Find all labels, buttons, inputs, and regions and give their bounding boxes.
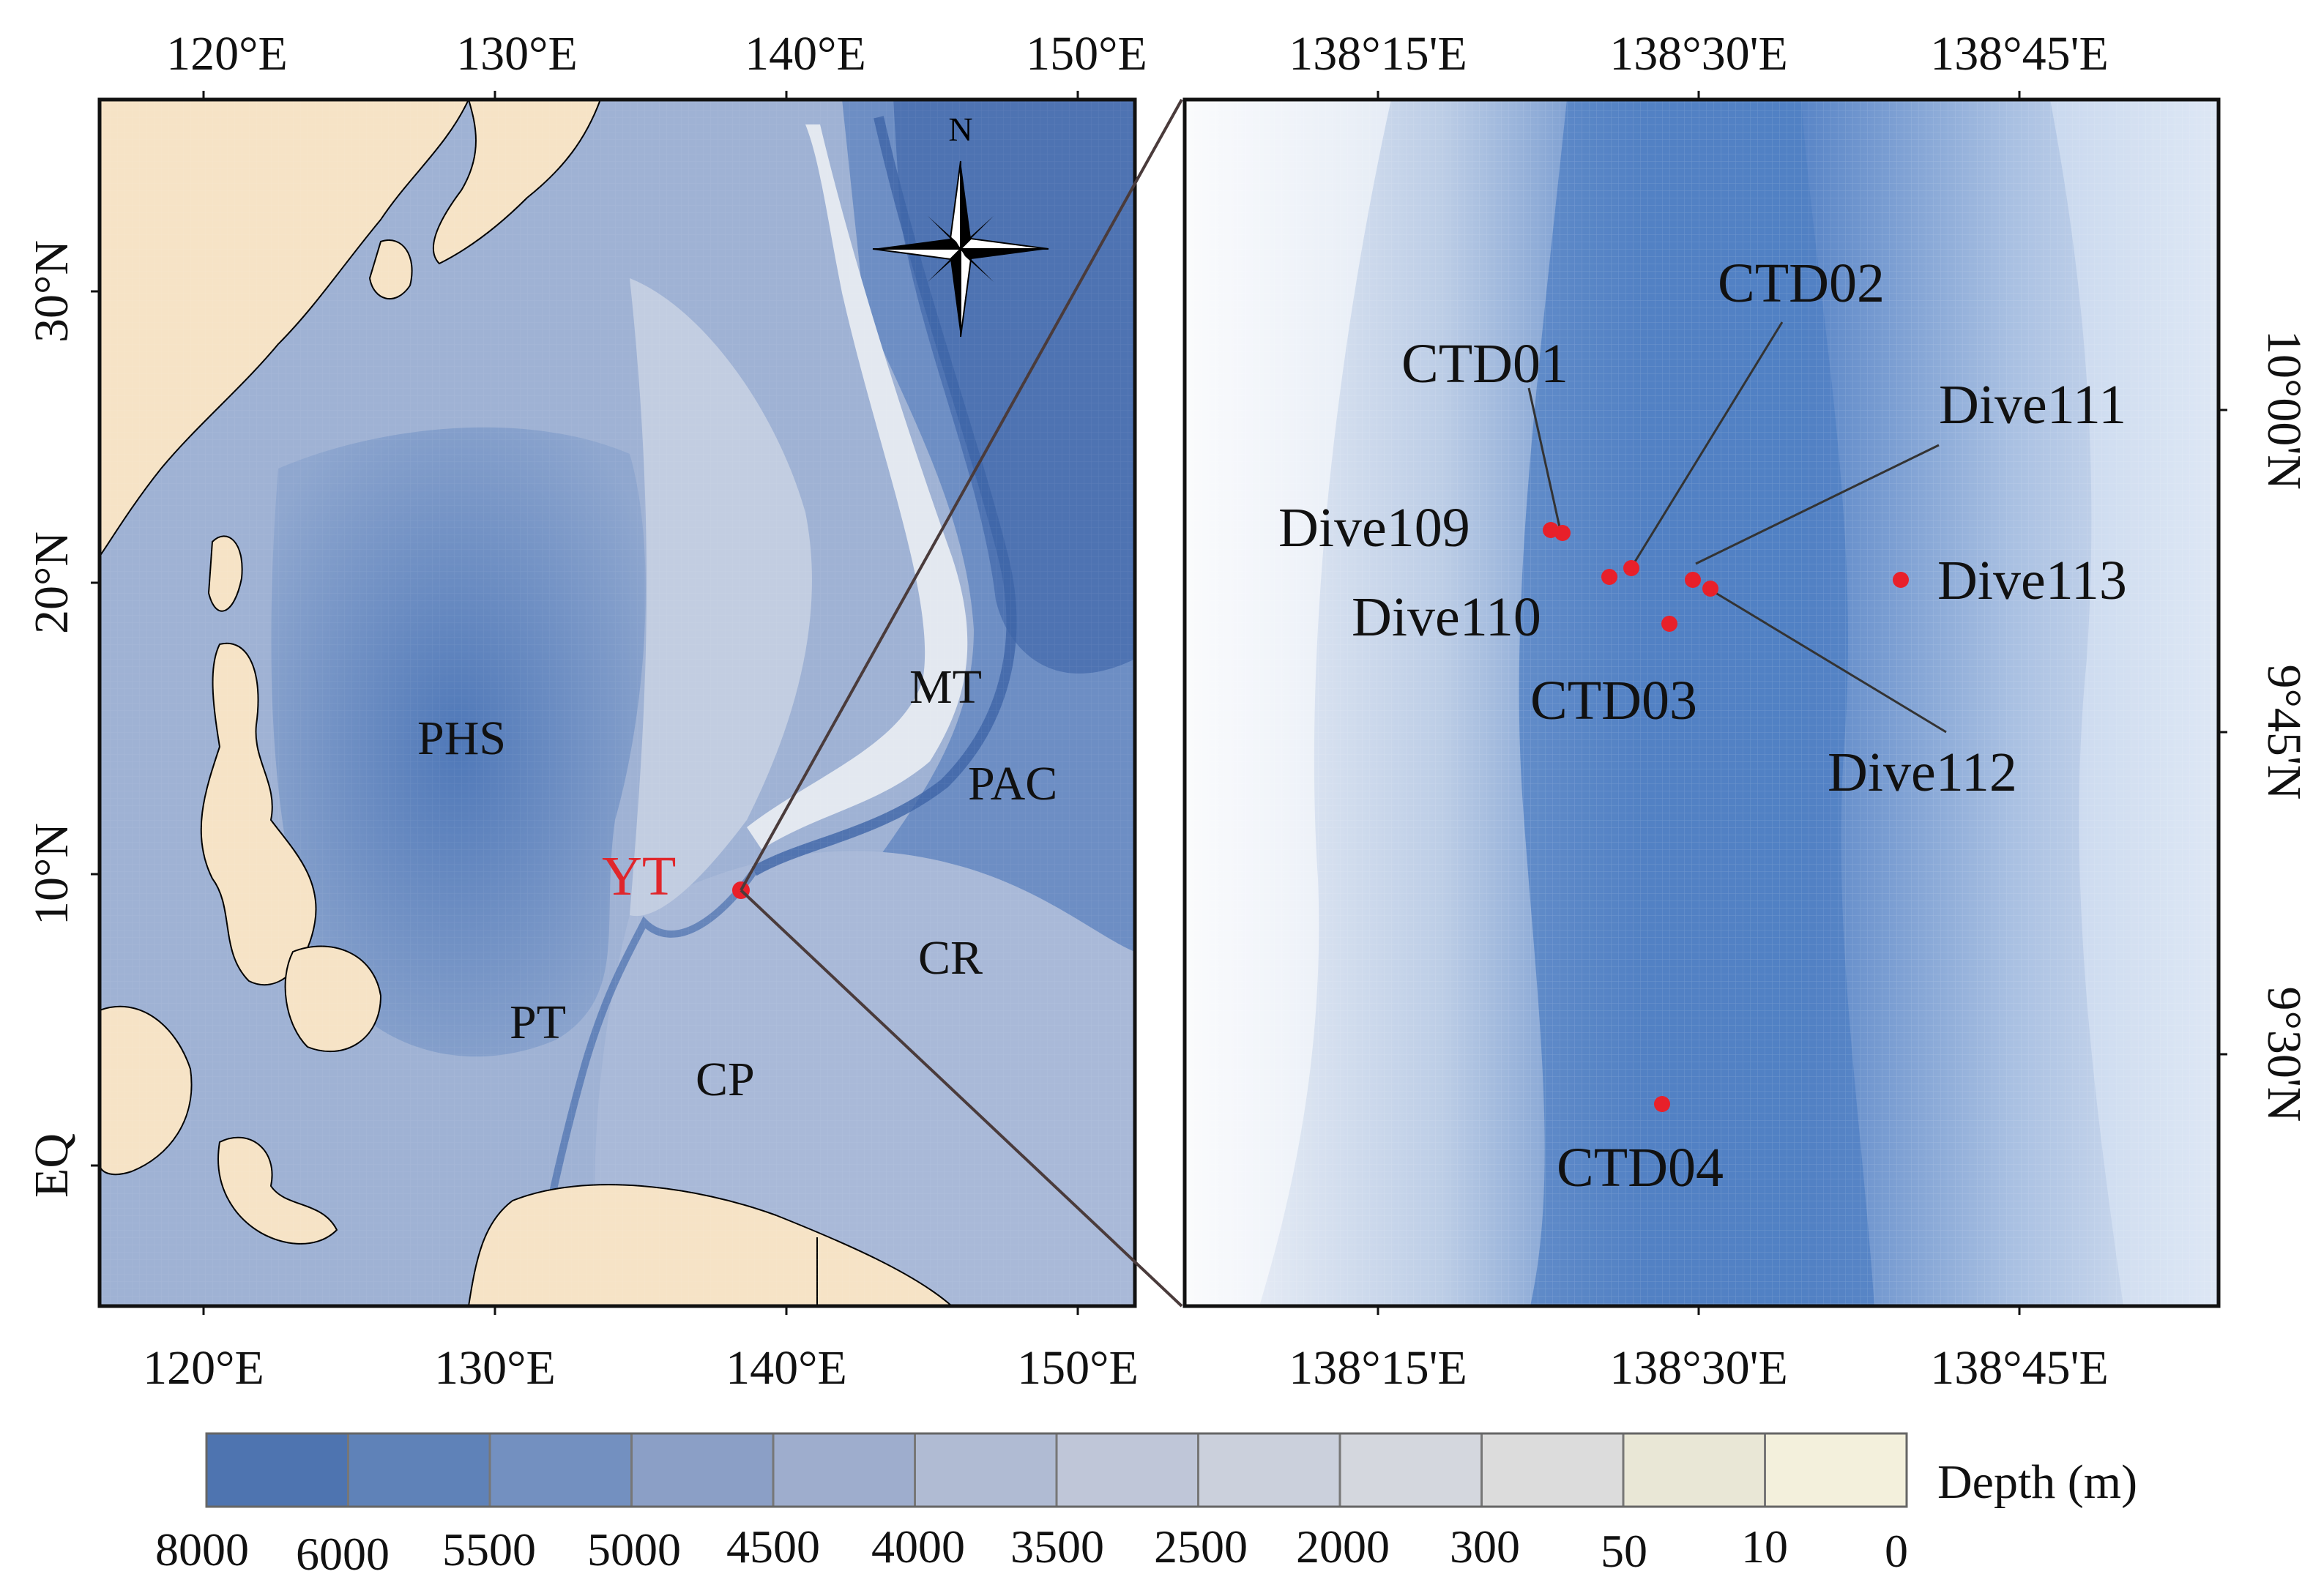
left-lat-tick-3: 10°N	[25, 823, 78, 925]
left-bottom-tick-4: 150°E	[1017, 1341, 1139, 1395]
marker-ctd03	[1661, 616, 1677, 632]
regional-map: 120°E 130°E 140°E 150°E 120°E 130°E 140°…	[25, 27, 1147, 1395]
left-lat-tick-2: 20°N	[25, 532, 78, 634]
region-label-cr: CR	[918, 931, 983, 985]
left-lat-tick-4: EQ	[25, 1133, 78, 1198]
station-label-ctd02: CTD02	[1718, 253, 1885, 314]
right-map-frame	[1182, 97, 2221, 1308]
legend-swatch	[630, 1432, 775, 1508]
legend-swatch	[914, 1432, 1058, 1508]
legend-label-50: 50	[1601, 1525, 1647, 1577]
right-bottom-tick-1: 138°15'E	[1289, 1341, 1467, 1395]
legend-label-5500: 5500	[442, 1524, 536, 1576]
marker-dive112	[1702, 581, 1718, 597]
right-top-tick-3: 138°45'E	[1930, 27, 2109, 81]
marker-ctd04	[1654, 1096, 1670, 1112]
legend-label-8000: 8000	[155, 1524, 249, 1576]
left-top-tick-4: 150°E	[1026, 27, 1147, 81]
right-map-ticks	[1377, 91, 2227, 1315]
north-arrow-icon: N	[872, 111, 1049, 338]
left-bottom-tick-2: 130°E	[434, 1341, 556, 1395]
legend-swatch	[205, 1432, 349, 1508]
left-map-ticks	[91, 91, 1079, 1315]
legend-label-10: 10	[1741, 1521, 1788, 1573]
left-top-tick-1: 120°E	[166, 27, 288, 81]
station-label-ctd03: CTD03	[1530, 670, 1697, 731]
marker-dive110	[1601, 569, 1617, 585]
station-label-dive111: Dive111	[1939, 374, 2126, 436]
left-lat-tick-1: 30°N	[25, 240, 78, 343]
legend-title: Depth (m)	[1937, 1455, 2137, 1509]
station-label-ctd01: CTD01	[1401, 333, 1568, 395]
legend-swatch	[1480, 1432, 1625, 1508]
station-label-dive109: Dive109	[1278, 497, 1470, 559]
station-label-dive113: Dive113	[1937, 550, 2127, 611]
left-bottom-tick-1: 120°E	[143, 1341, 264, 1395]
left-top-tick-2: 130°E	[456, 27, 578, 81]
marker-ctd02	[1623, 560, 1639, 576]
study-area-map: 138°15'E 138°30'E 138°45'E 138°15'E 138°…	[1182, 27, 2311, 1395]
legend-swatch	[347, 1432, 491, 1508]
right-lat-tick-1: 10°00'N	[2257, 330, 2311, 490]
legend-label-6000: 6000	[296, 1528, 390, 1580]
marker-dive111	[1685, 572, 1701, 588]
right-top-tick-1: 138°15'E	[1289, 27, 1467, 81]
legend-label-0: 0	[1885, 1525, 1908, 1577]
legend-label-2000: 2000	[1296, 1521, 1390, 1573]
left-bottom-tick-3: 140°E	[726, 1341, 847, 1395]
legend-label-300: 300	[1450, 1521, 1520, 1573]
marker-dive113	[1893, 572, 1909, 588]
legend-swatch	[772, 1432, 916, 1508]
region-label-phs: PHS	[417, 712, 506, 765]
right-lat-tick-2: 9°45'N	[2257, 665, 2311, 800]
depth-legend: Depth (m) 8000 6000 5500 5000 4500 4000 …	[155, 1432, 2137, 1580]
legend-label-4000: 4000	[871, 1521, 965, 1573]
legend-swatch	[1622, 1432, 1766, 1508]
legend-label-5000: 5000	[587, 1524, 681, 1576]
station-label-dive112: Dive112	[1828, 742, 2017, 803]
legend-swatch	[1197, 1432, 1341, 1508]
yap-trench-label: YT	[602, 846, 676, 907]
legend-swatch	[1764, 1432, 1908, 1508]
legend-label-2500: 2500	[1154, 1521, 1248, 1573]
right-bottom-tick-3: 138°45'E	[1930, 1341, 2109, 1395]
north-label: N	[948, 111, 972, 148]
marker-ctd01	[1554, 525, 1571, 541]
legend-frame	[205, 1432, 1908, 1508]
region-label-mt: MT	[909, 660, 982, 714]
right-lat-tick-3: 9°30'N	[2257, 987, 2311, 1122]
legend-label-3500: 3500	[1010, 1521, 1104, 1573]
right-bottom-tick-2: 138°30'E	[1609, 1341, 1788, 1395]
legend-swatch	[488, 1432, 633, 1508]
zoom-connectors	[740, 99, 1183, 1308]
left-top-tick-3: 140°E	[745, 27, 866, 81]
station-markers	[1543, 522, 1909, 1112]
region-label-pt: PT	[510, 996, 566, 1049]
region-label-cp: CP	[696, 1053, 755, 1106]
left-map-frame	[97, 97, 1137, 1308]
station-label-ctd04: CTD04	[1557, 1137, 1724, 1198]
legend-label-4500: 4500	[726, 1521, 820, 1573]
station-label-dive110: Dive110	[1352, 586, 1541, 648]
legend-swatch	[1055, 1432, 1199, 1508]
legend-swatch	[1338, 1432, 1483, 1508]
region-label-pac: PAC	[968, 757, 1057, 810]
station-leader-lines	[1527, 321, 1947, 734]
right-top-tick-2: 138°30'E	[1609, 27, 1788, 81]
